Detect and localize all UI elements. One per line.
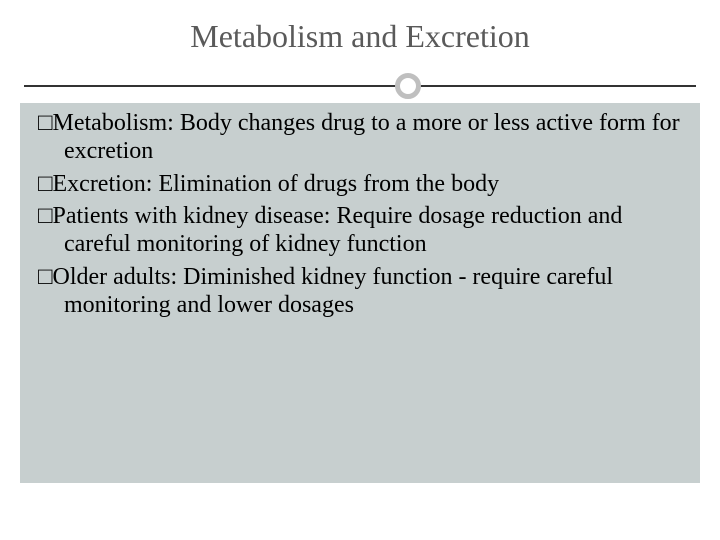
bullet-text: Metabolism: Body changes drug to a more … [53, 110, 680, 164]
square-bullet-icon: □ [38, 202, 53, 229]
slide: Metabolism and Excretion □Metabolism: Bo… [0, 0, 720, 540]
content-box: □Metabolism: Body changes drug to a more… [20, 103, 700, 483]
square-bullet-icon: □ [38, 109, 53, 136]
divider-circle-icon [395, 73, 421, 99]
title-area: Metabolism and Excretion [0, 0, 720, 63]
list-item: □Excretion: Elimination of drugs from th… [38, 170, 682, 198]
page-title: Metabolism and Excretion [20, 18, 700, 55]
bullet-text: Older adults: Diminished kidney function… [53, 264, 614, 318]
square-bullet-icon: □ [38, 170, 53, 197]
divider-line [24, 85, 696, 87]
bullet-text: Excretion: Elimination of drugs from the… [53, 171, 500, 197]
square-bullet-icon: □ [38, 263, 53, 290]
title-divider [0, 67, 720, 103]
list-item: □Metabolism: Body changes drug to a more… [38, 109, 682, 166]
bullet-text: Patients with kidney disease: Require do… [53, 203, 623, 257]
list-item: □Older adults: Diminished kidney functio… [38, 263, 682, 320]
list-item: □Patients with kidney disease: Require d… [38, 202, 682, 259]
